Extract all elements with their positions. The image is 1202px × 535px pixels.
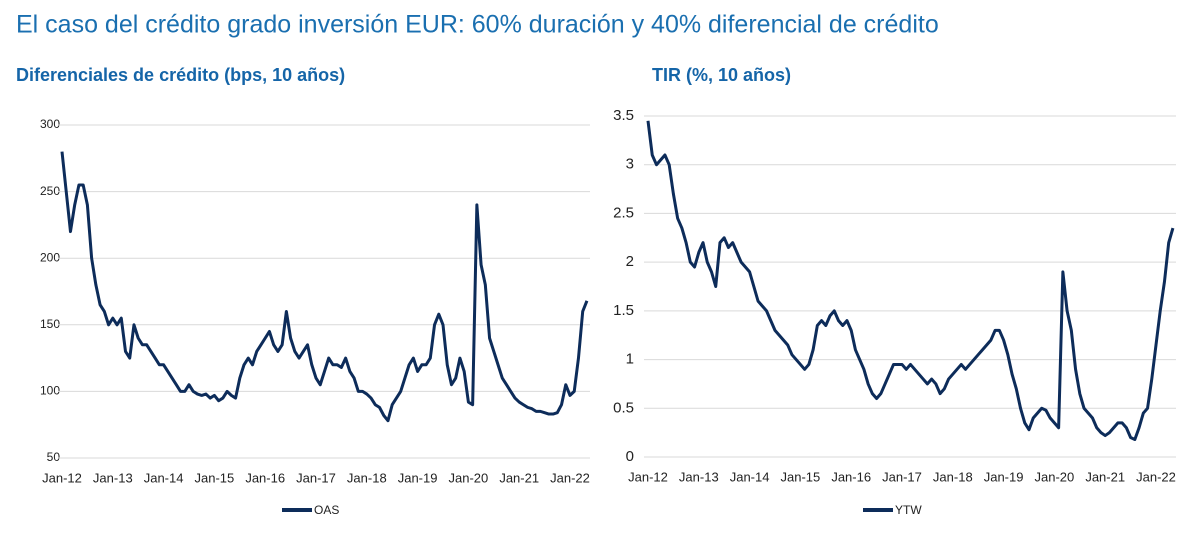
y-tick-label: 150	[40, 317, 60, 331]
x-tick-label: Jan-13	[93, 470, 133, 485]
y-tick-label: 3	[626, 156, 634, 173]
x-tick-label: Jan-21	[499, 470, 539, 485]
x-tick-label: Jan-19	[984, 469, 1024, 484]
x-tick-label: Jan-18	[933, 469, 973, 484]
y-tick-label: 1.5	[613, 302, 634, 319]
x-tick-label: Jan-14	[144, 470, 184, 485]
y-tick-label: 50	[47, 450, 61, 464]
x-tick-label: Jan-17	[296, 470, 336, 485]
y-tick-label: 1	[626, 351, 634, 368]
y-tick-label: 3.5	[613, 107, 634, 124]
x-tick-label: Jan-16	[245, 470, 285, 485]
series-line	[60, 151, 589, 423]
chart-title: TIR (%, 10 años)	[652, 65, 791, 85]
x-tick-label: Jan-14	[730, 469, 770, 484]
x-tick-label: Jan-22	[550, 470, 590, 485]
x-tick-label: Jan-20	[449, 470, 489, 485]
chart-title: Diferenciales de crédito (bps, 10 años)	[16, 65, 345, 85]
x-tick-label: Jan-12	[42, 470, 82, 485]
y-tick-label: 250	[40, 184, 60, 198]
x-tick-label: Jan-12	[628, 469, 668, 484]
x-tick-label: Jan-18	[347, 470, 387, 485]
x-tick-label: Jan-19	[398, 470, 438, 485]
page-title: El caso del crédito grado inversión EUR:…	[16, 11, 939, 39]
legend-label: OAS	[314, 503, 339, 517]
x-tick-label: Jan-22	[1136, 469, 1176, 484]
y-tick-label: 200	[40, 250, 60, 264]
x-tick-label: Jan-20	[1035, 469, 1075, 484]
y-tick-label: 100	[40, 384, 60, 398]
x-tick-label: Jan-13	[679, 469, 719, 484]
x-tick-label: Jan-15	[195, 470, 235, 485]
y-tick-label: 300	[40, 117, 60, 131]
x-tick-label: Jan-15	[781, 469, 821, 484]
x-tick-label: Jan-17	[882, 469, 922, 484]
x-tick-label: Jan-21	[1085, 469, 1125, 484]
y-tick-label: 0.5	[613, 399, 634, 416]
series-line	[646, 120, 1175, 441]
legend-label: YTW	[895, 503, 922, 517]
x-tick-label: Jan-16	[831, 469, 871, 484]
y-tick-label: 2.5	[613, 204, 634, 221]
y-tick-label: 0	[626, 448, 634, 465]
y-tick-label: 2	[626, 253, 634, 270]
